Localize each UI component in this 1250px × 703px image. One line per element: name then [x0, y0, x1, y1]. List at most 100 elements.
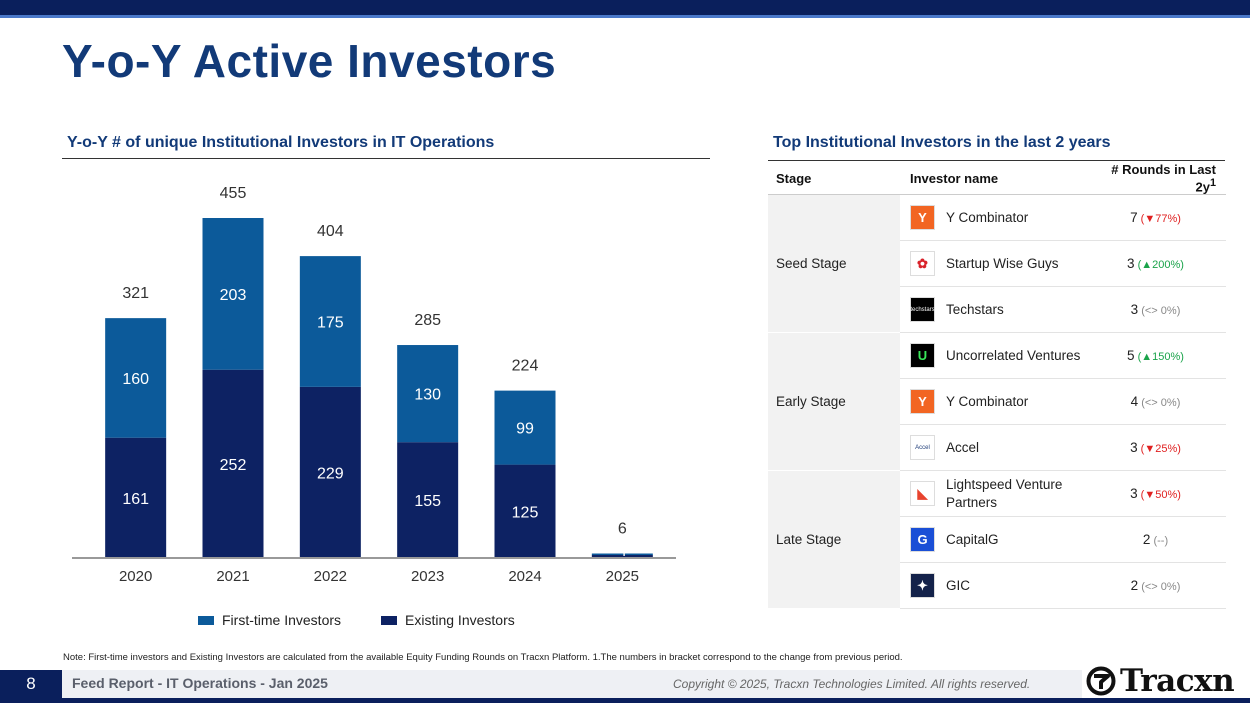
rounds-cell: 3 (▼25%) — [1085, 424, 1226, 472]
footer-report-title: Feed Report - IT Operations - Jan 2025 — [72, 675, 328, 691]
investor-cell: Accel Accel — [900, 424, 1085, 472]
rounds-change-badge: -- — [1157, 535, 1165, 548]
header-investor: Investor name — [900, 162, 1085, 196]
rounds-change-badge: <> 0% — [1144, 581, 1177, 594]
rounds-change-badge: ▼77% — [1144, 213, 1178, 226]
chart-section-title: Y-o-Y # of unique Institutional Investor… — [67, 134, 495, 151]
rounds-cell: 3 (▲200%) — [1085, 240, 1226, 288]
change-paren-open: ( — [1137, 489, 1145, 502]
header-rounds-footnote: 1 — [1209, 177, 1216, 189]
top-investors-table: Stage Investor name # Rounds in Last 2y1… — [768, 162, 1226, 610]
investor-name: CapitalG — [946, 531, 999, 547]
header-rounds: # Rounds in Last 2y1 — [1085, 162, 1226, 196]
total-label-2025: 6 — [618, 521, 627, 538]
table-row: Accel Accel 3 (▼25%) — [768, 424, 1226, 472]
legend-swatch-first-time — [198, 615, 214, 625]
table-row: techstars Techstars 3 (<> 0%) — [768, 286, 1226, 334]
x-tick-2022: 2022 — [314, 568, 347, 585]
x-tick-2025: 2025 — [606, 568, 639, 585]
investor-name: Y Combinator — [946, 393, 1029, 409]
change-paren-open: ( — [1138, 581, 1145, 594]
data-label-first-time-2024: 99 — [516, 421, 534, 438]
total-label-2020: 321 — [122, 285, 149, 302]
table-row: ✦ GIC 2 (<> 0%) — [768, 562, 1226, 610]
rounds-cell: 5 (▲150%) — [1085, 332, 1226, 380]
investor-cell: techstars Techstars — [900, 286, 1085, 334]
change-paren-close: ) — [1177, 443, 1181, 456]
data-label-first-time-2022: 175 — [317, 314, 344, 331]
table-section-divider — [768, 160, 1225, 161]
data-label-existing-2023: 155 — [414, 493, 441, 510]
table-section-title: Top Institutional Investors in the last … — [773, 134, 1111, 151]
rounds-value: 2 — [1142, 532, 1151, 548]
investor-logo-icon: Y — [910, 389, 935, 415]
stage-cell: Early Stage — [768, 332, 900, 472]
investor-logo-icon: ◣ — [910, 481, 935, 507]
stage-cell: Seed Stage — [768, 194, 900, 334]
investor-name: Uncorrelated Ventures — [946, 347, 1081, 363]
rounds-cell: 2 (--) — [1085, 516, 1226, 564]
legend-label-first-time: First-time Investors — [222, 612, 342, 628]
bar-existing-2021 — [202, 369, 264, 558]
legend-label-existing: Existing Investors — [405, 612, 515, 628]
change-paren-close: ) — [1176, 397, 1181, 410]
table-row: Late Stage ◣ Lightspeed Venture Partners 3 … — [768, 470, 1226, 610]
data-label-first-time-2023: 130 — [414, 387, 441, 404]
rounds-change-badge: ▲150% — [1141, 351, 1181, 364]
footer-copyright: Copyright © 2025, Tracxn Technologies Li… — [673, 677, 1031, 691]
table-row: Seed Stage Y Y Combinator 7 (▼77%) — [768, 194, 1226, 334]
rounds-value: 4 — [1130, 394, 1139, 410]
investor-name: Techstars — [946, 301, 1004, 317]
change-paren-close: ) — [1164, 535, 1169, 548]
bar-first-time-2025 — [591, 553, 653, 556]
change-paren-close: ) — [1177, 489, 1181, 502]
data-label-existing-2020: 161 — [122, 491, 149, 508]
brand-name: Tracxn — [1120, 663, 1235, 699]
investor-name: Accel — [946, 439, 980, 455]
change-paren-open: ( — [1150, 535, 1158, 548]
rounds-cell: 3 (▼50%) — [1085, 470, 1226, 518]
data-label-existing-2024: 125 — [512, 504, 539, 521]
investor-name: Startup Wise Guys — [946, 255, 1059, 271]
x-tick-2024: 2024 — [508, 568, 541, 585]
investor-cell: ✿ Startup Wise Guys — [900, 240, 1085, 288]
chart-section-divider — [62, 158, 710, 159]
table-row: G CapitalG 2 (--) — [768, 516, 1226, 564]
rounds-change-badge: ▼50% — [1144, 489, 1178, 502]
change-paren-open: ( — [1134, 351, 1142, 364]
rounds-value: 5 — [1127, 348, 1135, 364]
investor-cell: Y Y Combinator — [900, 378, 1085, 426]
legend-item-first-time: First-time Investors — [198, 612, 341, 628]
rounds-value: 3 — [1130, 440, 1138, 456]
data-label-existing-2022: 229 — [317, 465, 344, 482]
chart-legend: First-time Investors Existing Investors — [198, 612, 515, 628]
investor-cell: G CapitalG — [900, 516, 1085, 564]
investor-cell: Y Y Combinator — [900, 194, 1085, 242]
total-label-2021: 455 — [220, 185, 247, 202]
bottom-bar — [0, 698, 1250, 703]
data-label-first-time-2020: 160 — [122, 371, 149, 388]
change-paren-close: ) — [1180, 351, 1184, 364]
bar-first-time-2024 — [494, 390, 556, 465]
rounds-cell: 7 (▼77%) — [1085, 194, 1226, 242]
change-paren-open: ( — [1138, 397, 1145, 410]
investors-stacked-bar-chart: 161 160 321 2020 252 203 455 2021 229 175 404 2022 1… — [72, 185, 676, 585]
rounds-change-badge: ▲200% — [1141, 259, 1181, 272]
rounds-cell: 4 (<> 0%) — [1085, 378, 1226, 426]
bar-existing-2025 — [591, 555, 653, 558]
data-label-first-time-2021: 203 — [220, 287, 247, 304]
total-label-2024: 224 — [512, 358, 539, 375]
investor-name: GIC — [946, 577, 971, 593]
data-label-existing-2025: 4 — [618, 543, 627, 560]
change-paren-open: ( — [1138, 305, 1145, 318]
investor-name: Lightspeed Venture Partners — [946, 476, 1063, 510]
table-row: Early Stage U Uncorrelated Ventures 5 (▲150… — [768, 332, 1226, 472]
investor-logo-icon: ✿ — [910, 251, 935, 277]
top-bar — [0, 0, 1250, 15]
table-row: ✿ Startup Wise Guys 3 (▲200%) — [768, 240, 1226, 288]
header-rounds-label: # Rounds in Last 2y — [1111, 162, 1216, 195]
page-number: 8 — [0, 670, 62, 698]
table-header-row: Stage Investor name # Rounds in Last 2y1 — [768, 162, 1226, 196]
table-body: Seed Stage Y Y Combinator 7 (▼77%) ✿ Startup … — [768, 194, 1226, 610]
total-label-2023: 285 — [414, 312, 441, 329]
